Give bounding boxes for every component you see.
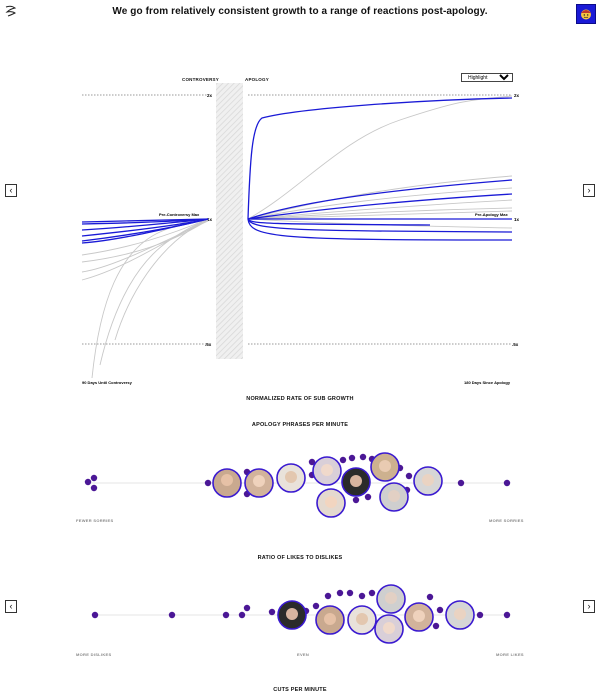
- tick-2x-right: 2x: [514, 93, 520, 98]
- avatar-circle: [315, 605, 345, 635]
- growth-chart: 2x 2x 1x 1x .5x .5x: [81, 83, 520, 385]
- avatar-circle: [413, 466, 443, 496]
- label-pre-apology-max: Pre-Apology Max: [475, 212, 508, 217]
- avatar-circle: [244, 468, 274, 498]
- avatar-circle: [376, 584, 406, 614]
- label-even: EVEN: [297, 652, 310, 657]
- avatar-circle: [374, 614, 404, 644]
- label-more-likes: MORE LIKES: [496, 652, 524, 657]
- label-apology: APOLOGY: [245, 77, 269, 82]
- apology-phrases-title: APOLOGY PHRASES PER MINUTE: [251, 422, 349, 428]
- label-controversy: CONTROVERSY: [182, 77, 219, 82]
- phrase-avatars[interactable]: [212, 452, 443, 518]
- avatar-button[interactable]: [576, 4, 596, 24]
- avatar-circle: [347, 605, 377, 635]
- prev-section-button[interactable]: ‹: [5, 600, 17, 613]
- grey-lines-post: [247, 95, 513, 229]
- blue-lines-pre: [81, 218, 209, 244]
- chevron-right-icon: ›: [587, 601, 591, 611]
- avatar-circle: [212, 468, 242, 498]
- avatar-circle: [404, 602, 434, 632]
- label-fewer-sorries: FEWER SORRIES: [76, 518, 114, 523]
- phrase-dots: [84, 453, 511, 504]
- prev-chart-button[interactable]: ‹: [5, 184, 17, 197]
- growth-chart-title: NORMALIZED RATE OF SUB GROWTH: [246, 396, 354, 402]
- chevron-left-icon: ‹: [9, 601, 13, 611]
- avatar-circle: [370, 452, 400, 482]
- chevron-left-icon: ‹: [9, 185, 13, 195]
- label-start: 90 Days Until Controversy: [82, 380, 133, 385]
- label-more-dislikes: MORE DISLIKES: [76, 652, 112, 657]
- cuts-title: CUTS PER MINUTE: [273, 687, 327, 693]
- apology-phrases-swarm: [84, 452, 511, 518]
- apology-gap-band: [216, 83, 243, 359]
- likes-dislikes-swarm: [91, 584, 511, 644]
- avatar-circle: [341, 467, 371, 497]
- avatar-circle: [312, 456, 342, 486]
- label-pre-controversy-max: Pre-Controversy Max: [159, 212, 200, 217]
- chevron-right-icon: ›: [587, 185, 591, 195]
- avatar-circle: [277, 600, 307, 630]
- avatar-circle: [276, 463, 306, 493]
- tick-2x-left: 2x: [207, 93, 213, 98]
- likes-dislikes-title: RATIO OF LIKES TO DISLIKES: [257, 555, 343, 561]
- avatar-circle: [379, 482, 409, 512]
- tick-half-left: .5x: [205, 342, 212, 347]
- next-section-button[interactable]: ›: [583, 600, 595, 613]
- tick-1x-right: 1x: [514, 217, 520, 222]
- ratio-avatars[interactable]: [277, 584, 475, 644]
- avatar-circle: [445, 600, 475, 630]
- next-chart-button[interactable]: ›: [583, 184, 595, 197]
- ratio-dots: [91, 589, 511, 630]
- tick-1x-left: 1x: [207, 217, 213, 222]
- avatar-circle: [316, 488, 346, 518]
- label-end: 180 Days Since Apology: [464, 380, 511, 385]
- highlight-select[interactable]: Highlight: [461, 73, 513, 82]
- grey-lines-pre: [81, 218, 209, 379]
- emoji-avatar-icon: [581, 9, 591, 20]
- headline: We go from relatively consistent growth …: [112, 6, 488, 17]
- label-more-sorries: MORE SORRIES: [489, 518, 524, 523]
- tick-half-right: .5x: [512, 342, 519, 347]
- blue-lines-post: [247, 97, 513, 241]
- sketch-logo-icon[interactable]: [4, 4, 18, 18]
